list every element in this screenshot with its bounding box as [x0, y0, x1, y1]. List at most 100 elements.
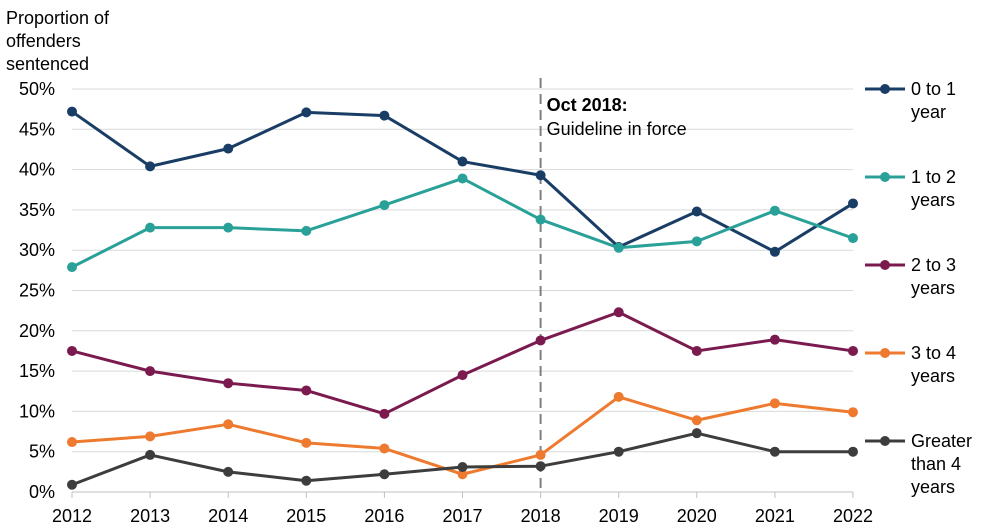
- x-tick-label: 2014: [208, 506, 248, 526]
- y-axis-title-line-1: Proportion of: [6, 8, 110, 28]
- data-point: [691, 345, 702, 356]
- data-point: [223, 222, 234, 233]
- legend-marker-5: [880, 436, 890, 446]
- data-point: [769, 398, 780, 409]
- data-point: [145, 431, 156, 442]
- guideline-annotation-text: Guideline in force: [547, 119, 687, 139]
- data-point: [535, 170, 546, 181]
- data-point: [457, 173, 468, 184]
- legend-label-3: 2 to 3: [911, 255, 956, 275]
- data-point: [613, 307, 624, 318]
- data-point: [67, 106, 77, 117]
- data-point: [301, 385, 312, 396]
- legend-marker-4: [880, 348, 890, 358]
- x-tick-label: 2021: [755, 506, 795, 526]
- data-point: [769, 205, 780, 216]
- data-point: [67, 345, 77, 356]
- data-point: [145, 222, 156, 233]
- data-point: [691, 236, 702, 247]
- data-point: [457, 156, 468, 167]
- x-tick-label: 2015: [286, 506, 326, 526]
- data-point: [379, 408, 390, 419]
- data-point: [535, 449, 546, 460]
- y-tick-label: 25%: [19, 281, 55, 301]
- data-point: [67, 262, 77, 273]
- x-tick-label: 2019: [599, 506, 639, 526]
- data-point: [457, 469, 468, 480]
- x-tick-label: 2020: [677, 506, 717, 526]
- data-point: [223, 466, 234, 477]
- data-point: [223, 419, 234, 430]
- legend-label-1: year: [911, 102, 946, 122]
- y-tick-label: 50%: [19, 79, 55, 99]
- data-point: [535, 461, 546, 472]
- data-point: [769, 334, 780, 345]
- data-point: [769, 246, 780, 257]
- data-point: [848, 233, 858, 244]
- data-point: [848, 407, 858, 418]
- legend: 0 to 1 year 1 to 2 years 2 to 3 years 3 to 4 ye…: [865, 79, 972, 497]
- x-tick-label: 2022: [833, 506, 873, 526]
- data-point: [457, 370, 468, 381]
- x-tick-label: 2017: [442, 506, 482, 526]
- data-point: [613, 242, 624, 253]
- legend-label-5: than 4: [911, 454, 961, 474]
- legend-label-2: 1 to 2: [911, 167, 956, 187]
- data-point: [848, 345, 858, 356]
- data-point: [691, 415, 702, 426]
- y-tick-label: 30%: [19, 240, 55, 260]
- data-point: [535, 214, 546, 225]
- y-tick-label: 0%: [29, 482, 55, 502]
- data-point: [613, 446, 624, 457]
- legend-label-4: 3 to 4: [911, 343, 956, 363]
- legend-label-4: years: [911, 366, 955, 386]
- data-point: [379, 469, 390, 480]
- series-line-2: [71, 176, 854, 269]
- y-axis-title-line-3: sentenced: [6, 54, 89, 74]
- y-axis-title: Proportion of offenders sentenced: [6, 8, 110, 74]
- legend-marker-1: [880, 84, 890, 94]
- x-tick-label: 2012: [52, 506, 92, 526]
- data-point: [691, 428, 702, 439]
- legend-label-5: years: [911, 477, 955, 497]
- y-tick-label: 5%: [29, 442, 55, 462]
- data-point: [535, 335, 546, 346]
- data-point: [67, 479, 77, 490]
- data-point: [301, 107, 312, 118]
- legend-label-2: years: [911, 190, 955, 210]
- y-tick-label: 20%: [19, 321, 55, 341]
- y-tick-label: 45%: [19, 119, 55, 139]
- data-point: [223, 143, 234, 154]
- series-line-3: [71, 310, 854, 416]
- data-point: [379, 110, 390, 121]
- data-point: [145, 161, 156, 172]
- data-point: [613, 391, 624, 402]
- data-point: [301, 475, 312, 486]
- y-tick-label: 10%: [19, 401, 55, 421]
- legend-label-1: 0 to 1: [911, 79, 956, 99]
- legend-marker-2: [880, 172, 890, 182]
- data-point: [848, 198, 858, 209]
- x-tick-label: 2013: [130, 506, 170, 526]
- data-point: [691, 206, 702, 217]
- y-tick-label: 15%: [19, 361, 55, 381]
- guideline-annotation-title: Oct 2018:: [547, 95, 628, 115]
- x-tick-label: 2016: [364, 506, 404, 526]
- data-point: [223, 378, 234, 389]
- y-tick-label: 40%: [19, 160, 55, 180]
- series-group: [67, 106, 858, 490]
- data-point: [379, 443, 390, 454]
- legend-label-5: Greater: [911, 431, 972, 451]
- data-point: [301, 437, 312, 448]
- y-axis-title-line-2: offenders: [6, 31, 81, 51]
- gridlines: [72, 88, 853, 453]
- data-point: [67, 437, 77, 448]
- guideline-annotation: Oct 2018: Guideline in force: [539, 78, 687, 492]
- data-point: [848, 446, 858, 457]
- data-point: [379, 200, 390, 211]
- data-point: [457, 462, 468, 473]
- data-point: [145, 366, 156, 377]
- data-point: [769, 446, 780, 457]
- y-tick-label: 35%: [19, 200, 55, 220]
- data-point: [145, 449, 156, 460]
